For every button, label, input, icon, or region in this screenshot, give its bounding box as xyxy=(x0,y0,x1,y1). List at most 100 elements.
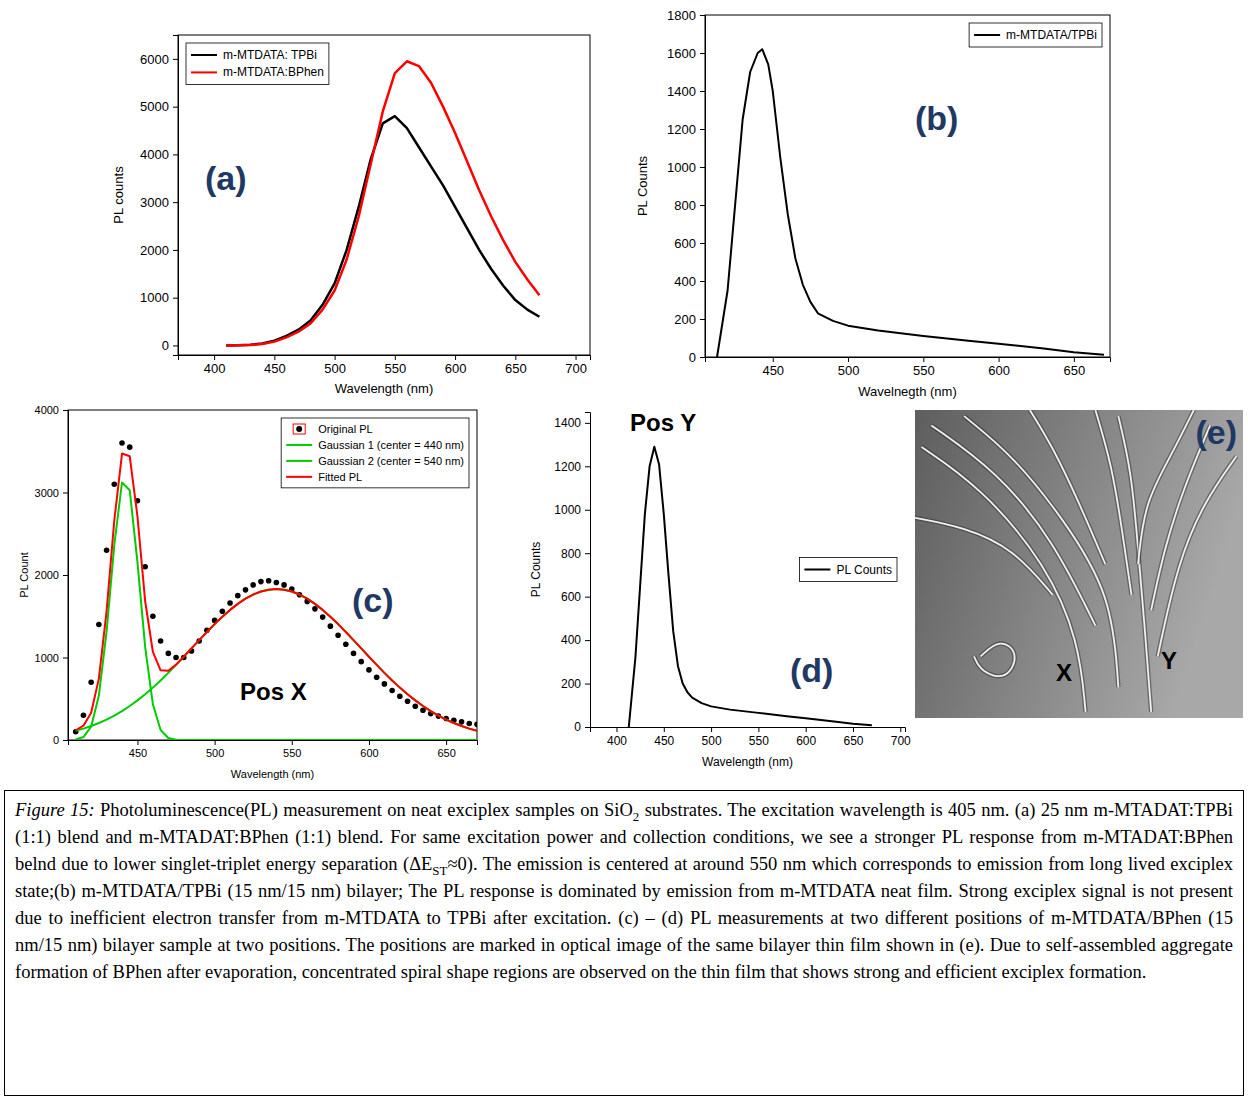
tick: 600 xyxy=(796,727,816,748)
caption-text: Photoluminescence(PL) measurement on nea… xyxy=(95,800,633,820)
marks xyxy=(629,447,872,727)
data-line xyxy=(226,61,539,345)
tick-label: 5000 xyxy=(140,99,169,114)
tick-label: 800 xyxy=(674,198,696,213)
tick-mark xyxy=(335,355,336,360)
tick: 400 xyxy=(204,355,226,376)
tick: 200 xyxy=(674,312,705,327)
tick: 600 xyxy=(988,357,1010,378)
tick-mark xyxy=(214,355,215,360)
tick-label: 400 xyxy=(674,274,696,289)
tick: 0 xyxy=(574,720,590,734)
tick: 550 xyxy=(283,740,301,759)
x-axis-title: Wavelength (nm) xyxy=(702,755,793,769)
legend-symbol xyxy=(804,569,830,571)
fiber xyxy=(1030,410,1105,564)
tick-mark xyxy=(700,281,705,282)
legend: Original PLGaussian 1 (center = 440 nm)G… xyxy=(281,418,469,488)
tick-mark xyxy=(369,740,370,745)
tick: 450 xyxy=(762,357,784,378)
caption-text: ST xyxy=(432,863,447,878)
tick-mark xyxy=(585,423,590,424)
data-line xyxy=(76,454,477,731)
tick-label: 600 xyxy=(674,236,696,251)
tick-label: 650 xyxy=(505,361,527,376)
tick: 0 xyxy=(689,350,705,365)
tick-mark xyxy=(585,640,590,641)
marks xyxy=(226,61,539,345)
tick: 1400 xyxy=(554,416,590,430)
tick-label: 650 xyxy=(1064,363,1086,378)
tick: 550 xyxy=(384,355,406,376)
tick-label: 400 xyxy=(607,734,627,748)
tick-label: 500 xyxy=(324,361,346,376)
data-point xyxy=(227,600,233,606)
tick: 450 xyxy=(264,355,286,376)
fiber-shadow xyxy=(922,447,1086,712)
legend-symbol xyxy=(974,34,1000,36)
tick-label: 2000 xyxy=(35,569,59,581)
axis: 0100020003000400050006000 xyxy=(140,36,178,356)
tick-label: 800 xyxy=(561,547,581,561)
data-point xyxy=(459,719,465,725)
tick: 1200 xyxy=(554,460,590,474)
legend-symbol xyxy=(191,54,217,56)
caption-text: Figure 15: xyxy=(15,800,95,820)
data-point xyxy=(112,481,118,487)
panel: 45050055060065001000200030004000Waveleng… xyxy=(18,404,480,780)
tick-label: 550 xyxy=(283,747,301,759)
image-texture xyxy=(915,410,1236,712)
axis: 400450500550600650700 xyxy=(591,727,912,748)
panel-label: (b) xyxy=(915,99,958,137)
data-point xyxy=(382,681,388,687)
optical-image: XY(e) xyxy=(915,410,1243,718)
fiber xyxy=(1158,456,1237,656)
tick-label: 400 xyxy=(561,633,581,647)
data-point xyxy=(366,667,372,673)
tick-label: 550 xyxy=(384,361,406,376)
fiber xyxy=(1151,425,1210,610)
tick-mark xyxy=(173,298,178,299)
tick-label: 600 xyxy=(360,747,378,759)
legend: PL Counts xyxy=(799,558,897,582)
tick-mark xyxy=(274,355,275,360)
axis-line xyxy=(179,356,591,361)
axis: 020040060080010001200140016001800 xyxy=(667,8,705,365)
tick: 200 xyxy=(561,677,590,691)
tick-mark xyxy=(999,357,1000,362)
panel-label: (a) xyxy=(205,159,247,197)
data-line xyxy=(226,116,539,345)
tick-label: 500 xyxy=(206,747,224,759)
legend-label: PL Counts xyxy=(836,563,892,577)
tick: 550 xyxy=(749,727,769,748)
figure: 4004505005506006507000100020003000400050… xyxy=(0,0,1248,788)
tick: 0 xyxy=(53,734,68,746)
tick: 600 xyxy=(360,740,378,759)
tick-label: 1000 xyxy=(667,160,696,175)
tick-mark xyxy=(585,510,590,511)
data-point xyxy=(281,582,287,588)
tick: 600 xyxy=(561,590,590,604)
x-axis-title: Wavelnegth (nm) xyxy=(858,384,957,399)
axis-line xyxy=(63,411,69,741)
tick-mark xyxy=(585,553,590,554)
tick: 1000 xyxy=(554,503,590,517)
data-point xyxy=(127,444,133,450)
tick-mark xyxy=(585,466,590,467)
tick-label: 500 xyxy=(702,734,722,748)
data-point xyxy=(220,609,226,615)
legend-box xyxy=(186,43,329,84)
legend-symbol xyxy=(286,460,312,462)
tick: 400 xyxy=(607,727,627,748)
tick: 800 xyxy=(674,198,705,213)
tick-label: 3000 xyxy=(140,195,169,210)
tick-label: 0 xyxy=(162,338,169,353)
data-point xyxy=(320,614,326,620)
axis-line xyxy=(69,741,478,746)
tick: 400 xyxy=(561,633,590,647)
tick-mark xyxy=(63,493,68,494)
data-point xyxy=(235,593,241,599)
tick-label: 0 xyxy=(574,720,581,734)
data-point xyxy=(466,721,472,727)
data-point xyxy=(351,651,357,657)
